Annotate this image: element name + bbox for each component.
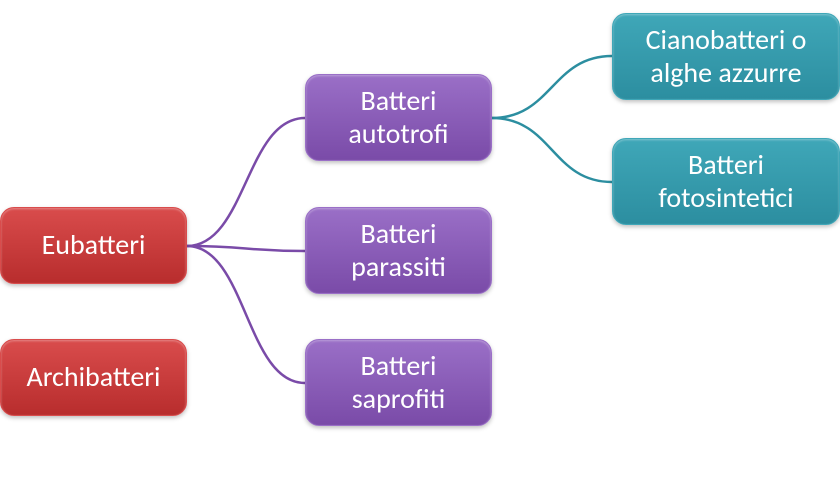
node-fotosintetici: Batteri fotosintetici: [612, 138, 840, 225]
node-label-parassiti: Batteri parassiti: [351, 218, 446, 282]
node-autotrofi: Batteri autotrofi: [305, 74, 492, 161]
node-archibatteri: Archibatteri: [0, 339, 187, 416]
node-label-autotrofi: Batteri autotrofi: [348, 85, 448, 149]
edge-autotrofi-fotosintetici: [492, 118, 612, 182]
edge-autotrofi-cianobatteri: [492, 56, 612, 118]
node-parassiti: Batteri parassiti: [305, 207, 492, 294]
edge-eubatteri-autotrofi: [187, 118, 305, 246]
node-saprofiti: Batteri saprofiti: [305, 339, 492, 426]
node-label-eubatteri: Eubatteri: [42, 229, 146, 261]
edge-eubatteri-parassiti: [187, 246, 305, 251]
node-label-saprofiti: Batteri saprofiti: [352, 350, 446, 414]
node-cianobatteri: Cianobatteri o alghe azzurre: [612, 13, 840, 100]
node-label-archibatteri: Archibatteri: [27, 361, 161, 393]
node-label-cianobatteri: Cianobatteri o alghe azzurre: [646, 24, 807, 88]
node-eubatteri: Eubatteri: [0, 207, 187, 284]
node-label-fotosintetici: Batteri fotosintetici: [658, 149, 793, 213]
edge-eubatteri-saprofiti: [187, 246, 305, 383]
